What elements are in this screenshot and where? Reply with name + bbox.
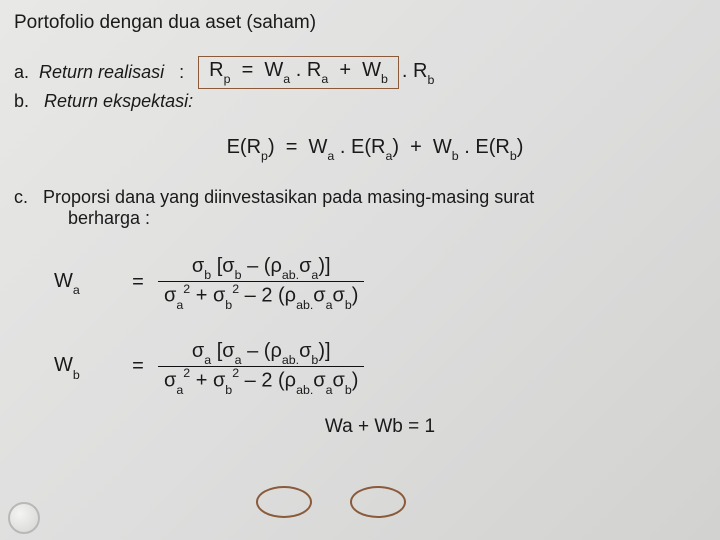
formula-rp-tail: . Rb: [402, 60, 434, 85]
wb-denominator: σa2 + σb2 – 2 (ρab.σaσb): [158, 366, 364, 395]
eq-sign: =: [118, 271, 158, 294]
wa-fraction: σb [σb – (ρab.σa)] σa2 + σb2 – 2 (ρab.σa…: [158, 255, 364, 310]
item-c-prefix: c.: [14, 187, 28, 207]
formula-wb: Wb = σa [σa – (ρab.σb)] σa2 + σb2 – 2 (ρ…: [0, 340, 720, 395]
eq-sign: =: [118, 355, 158, 378]
item-c-text: Proporsi dana yang diinvestasikan pada m…: [43, 187, 534, 207]
formula-constraint: Wa + Wb = 1: [0, 416, 720, 438]
formula-erp: E(Rp) = Wa . E(Ra) + Wb . E(Rb): [0, 136, 720, 161]
slide-title: Portofolio dengan dua aset (saham): [0, 0, 720, 34]
wb-lhs: Wb: [54, 354, 118, 379]
formula-wa: Wa = σb [σb – (ρab.σa)] σa2 + σb2 – 2 (ρ…: [0, 255, 720, 310]
item-a-text: Return realisasi: [39, 62, 164, 83]
wb-numerator: σa [σa – (ρab.σb)]: [158, 340, 364, 366]
item-c-text2: berharga :: [14, 208, 706, 229]
wa-denominator: σa2 + σb2 – 2 (ρab.σaσb): [158, 281, 364, 310]
highlight-ellipse-wb: [350, 486, 406, 518]
formula-rp-box: Rp = Wa . Ra + Wb: [198, 56, 399, 89]
wa-lhs: Wa: [54, 270, 118, 295]
item-b: b. Return ekspektasi:: [0, 91, 720, 112]
wb-fraction: σa [σa – (ρab.σb)] σa2 + σb2 – 2 (ρab.σa…: [158, 340, 364, 395]
item-c: c. Proporsi dana yang diinvestasikan pad…: [0, 161, 720, 229]
item-a-colon: :: [179, 62, 184, 83]
item-a-prefix: a.: [14, 62, 29, 83]
item-a: a. Return realisasi : Rp = Wa . Ra + Wb …: [0, 56, 720, 89]
highlight-ellipse-wa: [256, 486, 312, 518]
item-b-text: Return ekspektasi:: [44, 91, 193, 111]
item-b-prefix: b.: [14, 91, 29, 111]
corner-decoration-icon: [8, 502, 40, 534]
wa-numerator: σb [σb – (ρab.σa)]: [158, 255, 364, 281]
